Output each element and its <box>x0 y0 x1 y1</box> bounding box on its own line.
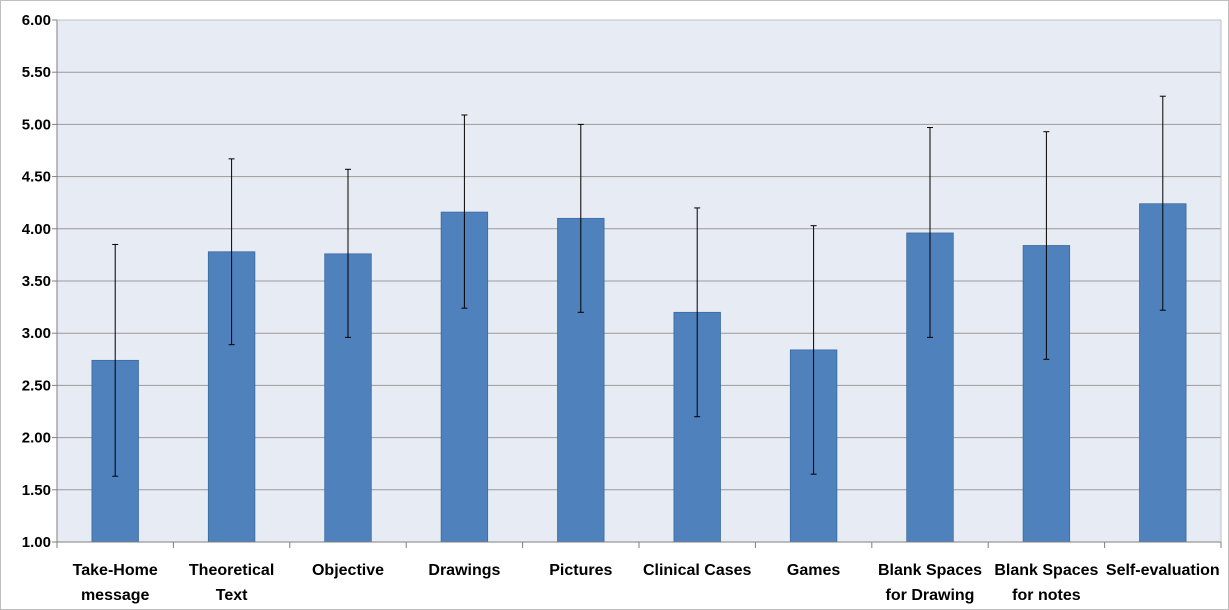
x-category-label-line: message <box>81 587 150 604</box>
x-category-label: Objective <box>312 562 384 579</box>
x-category-label-line: Pictures <box>549 562 612 579</box>
x-category-label: Blank Spaces for notes <box>994 562 1098 604</box>
x-category-label-line: Theoretical <box>189 562 274 579</box>
y-tick-label: 4.50 <box>22 169 51 186</box>
x-category-label-line: for Drawing <box>886 587 975 604</box>
x-category-label-line: Games <box>787 562 840 579</box>
x-category-label-line: Blank Spaces <box>878 562 982 579</box>
x-category-label-line: Self-evaluation <box>1106 562 1220 579</box>
y-tick-label: 3.50 <box>22 273 51 290</box>
y-tick-label: 1.00 <box>22 534 51 551</box>
x-category-labels: Take-Home message Theoretical Text Objective… <box>73 562 1220 604</box>
y-tick-label: 1.50 <box>22 482 51 499</box>
y-tick-label: 5.50 <box>22 64 51 81</box>
y-tick-label: 2.00 <box>22 430 51 447</box>
y-tick-label: 6.00 <box>22 12 51 29</box>
x-category-label: Clinical Cases <box>643 562 752 579</box>
y-tick-label: 4.00 <box>22 221 51 238</box>
x-category-label: Self-evaluation <box>1106 562 1220 579</box>
y-tick-label: 2.50 <box>22 377 51 394</box>
x-category-label-line: Clinical Cases <box>643 562 752 579</box>
x-category-label: Theoretical Text <box>189 562 274 604</box>
error-bars <box>112 95 1166 477</box>
x-category-label-line: Drawings <box>428 562 500 579</box>
x-category-label-line: for notes <box>1012 587 1081 604</box>
x-category-label: Pictures <box>549 562 612 579</box>
x-category-label-line: Blank Spaces <box>994 562 1098 579</box>
x-category-label-line: Objective <box>312 562 384 579</box>
x-category-label-line: Take-Home <box>73 562 158 579</box>
x-category-label: Drawings <box>428 562 500 579</box>
y-tick-label: 3.00 <box>22 325 51 342</box>
x-category-label: Take-Home message <box>73 562 158 604</box>
x-category-label: Blank Spaces for Drawing <box>878 562 982 604</box>
y-tick-label: 5.00 <box>22 116 51 133</box>
x-category-label: Games <box>787 562 840 579</box>
y-tick-labels: 1.00 1.50 2.00 2.50 3.00 3.50 4.00 4.50 5.00 5.50… <box>22 12 51 551</box>
x-category-label-line: Text <box>216 587 248 604</box>
